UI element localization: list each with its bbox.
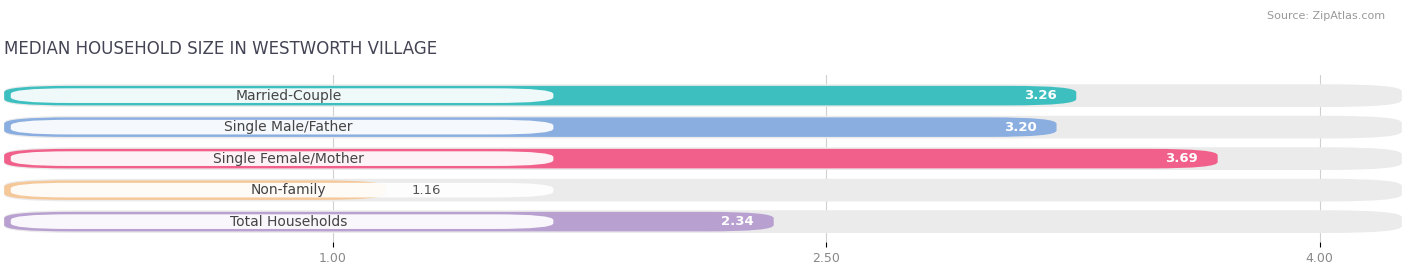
FancyBboxPatch shape [4,210,1402,233]
Text: Married-Couple: Married-Couple [236,89,342,103]
FancyBboxPatch shape [4,179,1402,201]
FancyBboxPatch shape [4,180,385,200]
FancyBboxPatch shape [4,86,1076,105]
FancyBboxPatch shape [4,212,773,231]
FancyBboxPatch shape [4,116,1402,139]
FancyBboxPatch shape [4,117,1056,137]
Text: Source: ZipAtlas.com: Source: ZipAtlas.com [1267,11,1385,21]
FancyBboxPatch shape [11,88,554,103]
FancyBboxPatch shape [4,147,1402,170]
Text: Single Female/Mother: Single Female/Mother [214,152,364,166]
Text: 2.34: 2.34 [721,215,754,228]
Text: 3.69: 3.69 [1166,152,1198,165]
FancyBboxPatch shape [4,84,1402,107]
Text: Total Households: Total Households [231,215,347,229]
Text: MEDIAN HOUSEHOLD SIZE IN WESTWORTH VILLAGE: MEDIAN HOUSEHOLD SIZE IN WESTWORTH VILLA… [4,40,437,58]
Text: 3.20: 3.20 [1004,121,1036,134]
FancyBboxPatch shape [11,151,554,166]
FancyBboxPatch shape [11,120,554,134]
Text: 1.16: 1.16 [412,184,441,197]
FancyBboxPatch shape [4,149,1218,168]
FancyBboxPatch shape [11,214,554,229]
Text: Non-family: Non-family [250,183,326,197]
Text: 3.26: 3.26 [1024,89,1056,102]
FancyBboxPatch shape [11,183,554,197]
Text: Single Male/Father: Single Male/Father [225,120,353,134]
